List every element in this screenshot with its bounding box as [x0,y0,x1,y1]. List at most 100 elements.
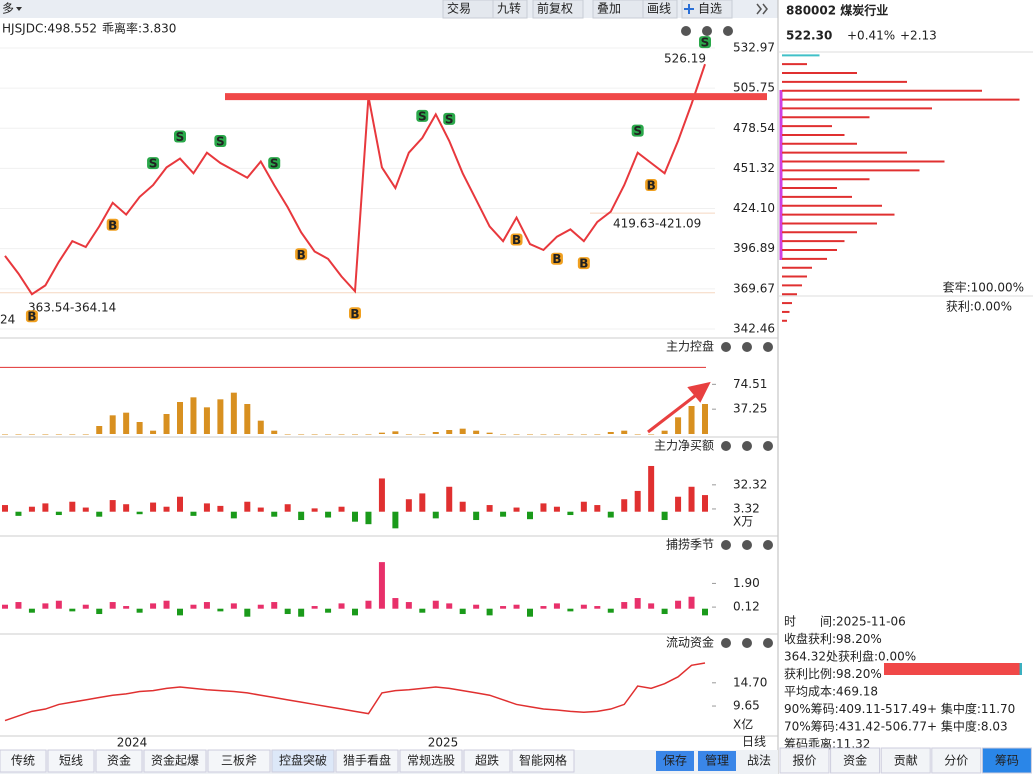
toolbar-button-label[interactable]: 交易 [447,1,471,16]
tab[interactable] [207,749,271,773]
tab[interactable] [95,749,143,773]
indicator-bar [284,434,291,435]
chip-info: 平均成本:469.18 [784,685,878,699]
indicator-bar [540,606,547,609]
toolbar-button-label[interactable]: 前复权 [537,1,573,16]
tab[interactable] [0,749,47,773]
signal-label: S [445,112,454,126]
panel-icon[interactable] [721,342,731,352]
indicator-bar [621,430,628,434]
tab-label[interactable]: 控盘突破 [279,753,327,768]
indicator-bar [513,434,520,435]
signal-icon [443,112,456,125]
signal-icon [699,36,711,49]
tab-label[interactable]: 资金起爆 [151,753,199,768]
indicator-bar [2,505,8,512]
signal-label: B [552,252,561,266]
tab[interactable] [399,749,463,773]
indicator-bar [486,608,493,616]
signal-label: S [270,157,279,171]
action-button[interactable] [656,751,694,771]
indicator-bar [217,399,224,434]
tab-label[interactable]: 资金 [107,753,131,768]
tab-label[interactable]: 猎手看盘 [343,753,391,768]
tab-label[interactable]: 智能网格 [519,753,567,768]
tab[interactable] [511,749,575,773]
panel-icon[interactable] [723,26,733,36]
toolbar-button-label[interactable]: 叠加 [597,2,621,16]
panel-icon[interactable] [763,638,773,648]
side-tab[interactable] [830,747,881,774]
tab[interactable] [47,749,95,773]
indicator-bar [42,503,49,512]
y-tick-label: 0.12 [733,600,760,614]
side-tab-label[interactable]: 贡献 [894,753,918,768]
panel-icon[interactable] [742,342,752,352]
indicator-bar [244,608,251,617]
signal-label: B [579,257,588,271]
panel-icon[interactable] [681,26,691,36]
indicator-bar [136,608,143,613]
unit-label: X亿 [733,717,753,732]
tab-label[interactable]: 常规选股 [407,753,455,768]
toolbar-button[interactable] [681,0,733,19]
more-icon [756,3,768,15]
tab-label[interactable]: 三板斧 [221,754,257,768]
action-button[interactable] [740,751,778,771]
panel-title: 主力净买额 [654,439,714,453]
side-tab[interactable] [931,747,982,774]
indicator-bar [325,511,332,518]
side-tab-label[interactable]: 分价 [944,754,968,768]
tab[interactable] [463,749,511,773]
indicator-bar [594,505,601,512]
signal-icon [25,310,38,323]
panel-icon[interactable] [763,342,773,352]
panel-icon[interactable] [763,441,773,451]
indicator-bar [607,608,614,613]
panel-icon[interactable] [702,26,712,36]
y-tick-label: 505.75 [733,81,775,95]
side-tab[interactable] [779,747,830,774]
indicator-bar [661,430,668,434]
indicator-bar [96,608,103,615]
tab-label[interactable]: 超跌 [475,753,499,768]
side-tab-label[interactable]: 资金 [843,753,867,768]
toolbar-button-label[interactable]: 画线 [647,2,671,16]
chip-trapped: 套牢:100.00% [943,280,1024,295]
panel-icon[interactable] [742,638,752,648]
side-tab[interactable] [981,747,1032,774]
toolbar-button[interactable] [492,0,528,19]
toolbar-button-label[interactable]: 九转 [497,1,521,16]
panel-icon[interactable] [742,540,752,550]
side-tab-label[interactable]: 报价 [792,753,816,768]
side-tab-label[interactable]: 筹码 [995,754,1019,768]
tab-label[interactable]: 传统 [11,753,35,768]
indicator-bar [311,508,318,512]
indicator-bar [217,505,224,512]
action-label[interactable]: 战法 [747,754,771,768]
tab[interactable] [143,749,207,773]
toolbar-button[interactable] [642,0,678,19]
tab-label[interactable]: 短线 [59,754,83,768]
indicator-bar [473,511,480,521]
panel-icon[interactable] [721,638,731,648]
panel-icon[interactable] [742,441,752,451]
toolbar-button[interactable] [532,0,584,19]
tab[interactable] [335,749,399,773]
panel-icon[interactable] [721,540,731,550]
menu[interactable]: 多 [2,2,14,16]
side-tab[interactable] [880,747,931,774]
indicator-bar [284,608,291,615]
indicator-bar [648,434,655,435]
stock-change: +2.13 [900,29,937,43]
panel-icon[interactable] [721,441,731,451]
tab[interactable] [271,749,335,773]
indicator-bar [648,465,655,512]
action-button[interactable] [698,751,736,771]
panel-icon[interactable] [763,540,773,550]
action-label[interactable]: 管理 [705,753,729,768]
indicator-bar [15,434,22,435]
toolbar-button-label[interactable]: 自选 [698,2,722,16]
signal-label: S [418,109,427,123]
action-label[interactable]: 保存 [663,754,687,768]
